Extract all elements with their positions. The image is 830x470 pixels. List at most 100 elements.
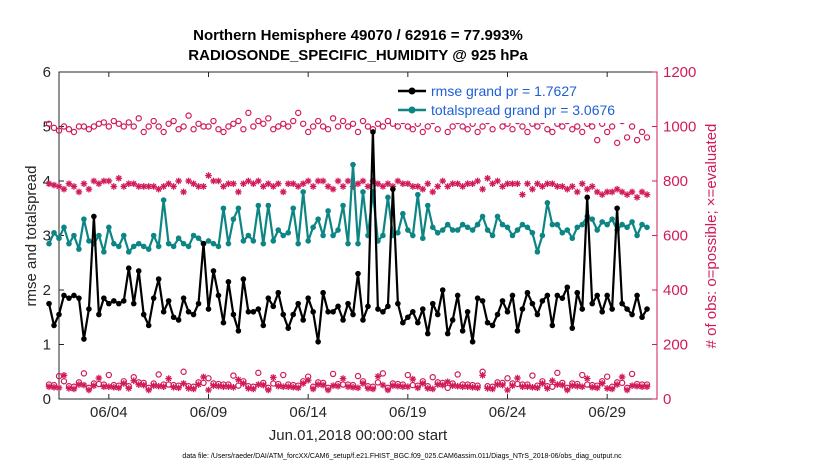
obs-evaluated-marker [593,188,601,196]
rmse-point [479,298,486,304]
obs-evaluated-marker [568,183,576,190]
obs-evaluated-marker [549,180,556,188]
obs-possible-marker [280,120,287,127]
rmse-point [340,317,346,323]
rmse-point [350,311,356,318]
obs-possible-marker-low [618,379,626,387]
right-tick-label: 200 [663,337,688,354]
obs-evaluated-marker [499,183,506,190]
obs-possible-marker [374,120,382,127]
obs-evaluated-marker [289,180,297,188]
obs-evaluated-marker [608,188,616,196]
rmse-point [235,328,242,334]
obs-evaluated-marker [539,183,546,190]
obs-possible-marker-low [250,383,257,390]
rmse-point [589,300,596,307]
totalspread-point [629,219,635,225]
obs-possible-marker-low [295,382,302,389]
rmse-point [370,129,376,135]
obs-possible-marker-low [419,378,426,385]
totalspread-point [215,243,222,250]
rmse-point [111,298,117,304]
obs-evaluated-marker-low [105,383,113,391]
obs-possible-marker [379,123,387,130]
obs-evaluated-marker [140,183,148,190]
obs-possible-marker-low [574,380,581,388]
obs-possible-marker-low [643,381,651,388]
obs-possible-marker [339,117,347,125]
obs-possible-marker [299,120,307,127]
obs-possible-marker [643,134,651,141]
rmse-point [494,311,501,318]
obs-possible-marker-low [180,368,187,375]
obs-possible-marker [499,123,506,130]
rmse-point [539,298,546,304]
obs-possible-marker-low [85,384,93,392]
totalspread-point [160,197,167,203]
obs-evaluated-marker [379,183,387,190]
rmse-point [584,194,591,201]
totalspread-point [444,221,451,228]
totalspread-point [499,221,506,228]
rmse-point [365,303,371,310]
totalspread-point [345,240,351,247]
obs-evaluated-marker [319,177,327,185]
rmse-point [275,289,282,296]
obs-possible-marker-low [603,373,611,380]
rmse-point [634,292,640,299]
rmse-point [205,306,212,312]
rmse-point [380,309,386,315]
obs-possible-marker [628,123,636,130]
obs-possible-marker [170,117,177,125]
y-axis-label-left: rmse and totalspread [23,166,40,307]
rmse-point [305,295,311,301]
right-tick-label: 1200 [663,64,696,81]
obs-evaluated-marker [200,183,207,190]
totalspread-point [265,202,272,209]
obs-possible-marker-low [190,383,197,390]
totalspread-point [81,216,87,222]
obs-evaluated-marker [469,180,476,188]
rmse-point [51,322,57,329]
totalspread-point [335,227,341,233]
obs-evaluated-marker [454,180,461,188]
obs-evaluated-marker [215,177,222,185]
obs-possible-marker-low [299,378,307,385]
series-lines [46,129,650,345]
obs-evaluated-marker [75,188,83,196]
obs-possible-marker-low [75,379,83,386]
obs-evaluated-marker [175,177,182,185]
obs-evaluated-marker [514,180,521,188]
obs-evaluated-marker [489,180,496,188]
obs-evaluated-marker [220,183,227,190]
obs-possible-marker-low [414,382,421,389]
legend-spread-label: totalspread grand pr = 3.0676 [431,102,615,118]
obs-evaluated-marker-low [255,381,262,388]
totalspread-point [464,224,471,231]
obs-evaluated-marker [364,183,372,190]
obs-possible-marker [474,128,481,136]
obs-evaluated-marker-low [504,386,511,394]
rmse-point [160,309,167,315]
rmse-point [360,317,366,323]
obs-possible-marker [489,126,496,133]
obs-possible-marker [275,123,282,130]
obs-evaluated-marker [65,180,73,188]
rmse-point [120,298,127,304]
obs-evaluated-marker-low [374,373,382,380]
obs-possible-marker [409,126,417,133]
obs-evaluated-marker-low [235,376,242,383]
rmse-point [639,314,645,321]
obs-evaluated-marker [150,183,157,190]
obs-possible-marker [638,128,646,136]
x-tick-label: 06/24 [489,404,527,421]
obs-evaluated-marker [135,183,143,190]
obs-possible-marker [165,120,172,127]
obs-evaluated-marker [494,177,501,185]
obs-possible-marker [290,117,297,125]
obs-possible-marker [524,128,531,136]
obs-possible-marker-low [255,369,262,377]
obs-evaluated-marker [309,183,317,190]
obs-evaluated-marker-low [339,375,347,382]
obs-evaluated-marker [279,188,287,196]
